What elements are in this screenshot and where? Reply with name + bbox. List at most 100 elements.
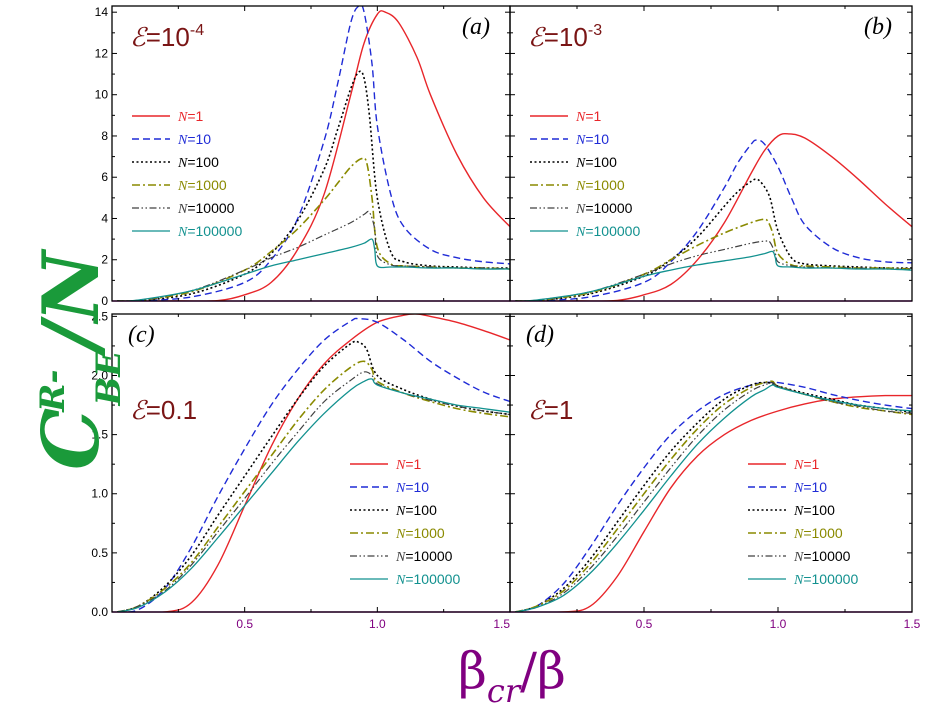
panel-tag: (c) [128,322,155,348]
y-tick-label: 10 [95,88,109,102]
epsilon-symbol: ℰ [528,396,546,425]
y-label-sup: R- [33,370,73,413]
x-label-main: β [458,642,487,700]
legend-entry: N=100000 [395,571,460,588]
epsilon-label: ℰ=10-4 [130,22,204,52]
epsilon-exponent: -4 [190,22,204,39]
legend-entry: N=1000 [395,525,445,542]
x-tick-label: 1.5 [904,617,921,631]
y-tick-label: 1.0 [91,487,108,501]
panels: 02468101214(a)ℰ=10-4N=1N=10N=100N=1000N=… [91,5,920,631]
y-tick-label: 8 [101,129,108,143]
epsilon-symbol: ℰ [130,396,148,425]
y-tick-label: 14 [95,5,109,19]
svg-text:CR-BE/N: CR- BE/N [26,248,129,470]
series-line-n-10 [515,139,912,301]
series-line-n-100 [515,178,912,301]
legend-entry: N=10 [177,131,211,148]
series-line-n-100 [117,70,510,301]
y-tick-label: 6 [101,170,108,184]
epsilon-symbol: ℰ [130,23,148,52]
series-group [515,132,912,301]
legend-entry: N=1 [793,456,820,473]
epsilon-label: ℰ=0.1 [130,395,197,425]
epsilon-value: =10 [146,22,190,52]
svg-text:βcr/β: βcr/β [458,642,566,707]
legend: N=1 N=10 N=100 N=1000 N=10000 N=100000 [132,108,242,240]
x-label-sub: cr [487,672,522,707]
y-axis-label: CR- BE/N [26,248,129,470]
series-line-n-100000 [117,238,510,301]
series-group [117,314,510,612]
legend-entry: N=1000 [177,177,227,194]
legend-entry: N=100 [177,154,219,171]
series-line-n-1 [117,314,510,612]
x-tick-label: 1.0 [369,617,386,631]
epsilon-value: =0.1 [146,395,197,425]
legend: N=1 N=10 N=100 N=1000 N=10000 N=100000 [350,456,460,588]
legend-entry: N=100000 [793,571,858,588]
epsilon-value: =10 [544,22,588,52]
series-line-n-1000 [515,218,912,301]
y-tick-label: 1.5 [91,428,108,442]
legend-entry: N=100 [395,502,437,519]
epsilon-value: =1 [544,395,574,425]
series-line-n-10000 [515,381,912,612]
series-line-n-1 [117,10,510,301]
y-tick-label: 4 [101,211,108,225]
panel-tag: (a) [462,14,490,40]
y-label-tail: /N [26,248,117,357]
x-tick-label: 0.5 [636,617,653,631]
legend-entry: N=1 [177,108,204,125]
y-tick-label: 0.5 [91,546,108,560]
legend-entry: N=10 [395,479,429,496]
y-label-main: C [26,408,117,470]
series-line-n-100 [515,381,912,612]
series-line-n-10 [515,381,912,612]
plot-frame [509,313,913,613]
panel-tag: (d) [526,322,554,348]
legend-entry: N=10000 [177,200,235,217]
series-line-n-10000 [117,210,510,301]
legend-entry: N=1000 [575,177,625,194]
x-axis-label: βcr/β [458,642,566,707]
legend-entry: N=100000 [177,223,242,240]
epsilon-label: ℰ=10-3 [528,22,602,52]
legend-entry: N=1000 [793,525,843,542]
plot-frame [111,313,511,613]
legend-entry: N=1 [575,108,602,125]
legend-entry: N=10000 [395,548,453,565]
legend-entry: N=10 [793,479,827,496]
panel-c: 0.00.51.01.52.02.50.5 1.0 1.5(c)ℰ=0.1N=1N=… [91,309,511,631]
legend: N=1 N=10 N=100 N=1000 N=10000 N=100000 [748,456,858,588]
series-line-n-1000 [117,157,510,301]
legend-entry: N=10 [575,131,609,148]
epsilon-label: ℰ=1 [528,395,573,425]
series-line-n-100 [117,340,510,612]
legend-entry: N=100 [575,154,617,171]
series-line-n-100000 [515,250,912,301]
series-line-n-1000 [117,360,510,612]
y-tick-label: 2 [101,253,108,267]
panel-b: (b) ℰ=10-3 N=1 N=10 N=100 N=1000 N=10000 N=1000… [509,5,913,302]
legend-entry: N=100000 [575,223,640,240]
series-line-n-1 [515,132,912,301]
y-tick-label: 12 [95,46,109,60]
series-line-n-1 [515,394,912,612]
series-line-n-10000 [515,240,912,301]
series-group [515,380,912,612]
x-label-tail: /β [520,642,566,700]
y-tick-label: 0.0 [91,605,108,619]
panel-d: 0.5 1.0 1.5 (d) ℰ=1 N=1 N=10 N=100 N=1000 N=10000… [509,313,921,631]
x-tick-label: 0.5 [236,617,253,631]
y-tick-label: 0 [101,294,108,308]
x-tick-label: 1.0 [770,617,787,631]
series-line-n-100000 [515,384,912,612]
y-label-sub: BE [89,350,129,407]
legend: N=1 N=10 N=100 N=1000 N=10000 N=100000 [530,108,640,240]
y-tick-label: 2.0 [91,368,108,382]
legend-entry: N=100 [793,502,835,519]
legend-entry: N=1 [395,456,422,473]
series-line-n-10000 [117,371,510,612]
